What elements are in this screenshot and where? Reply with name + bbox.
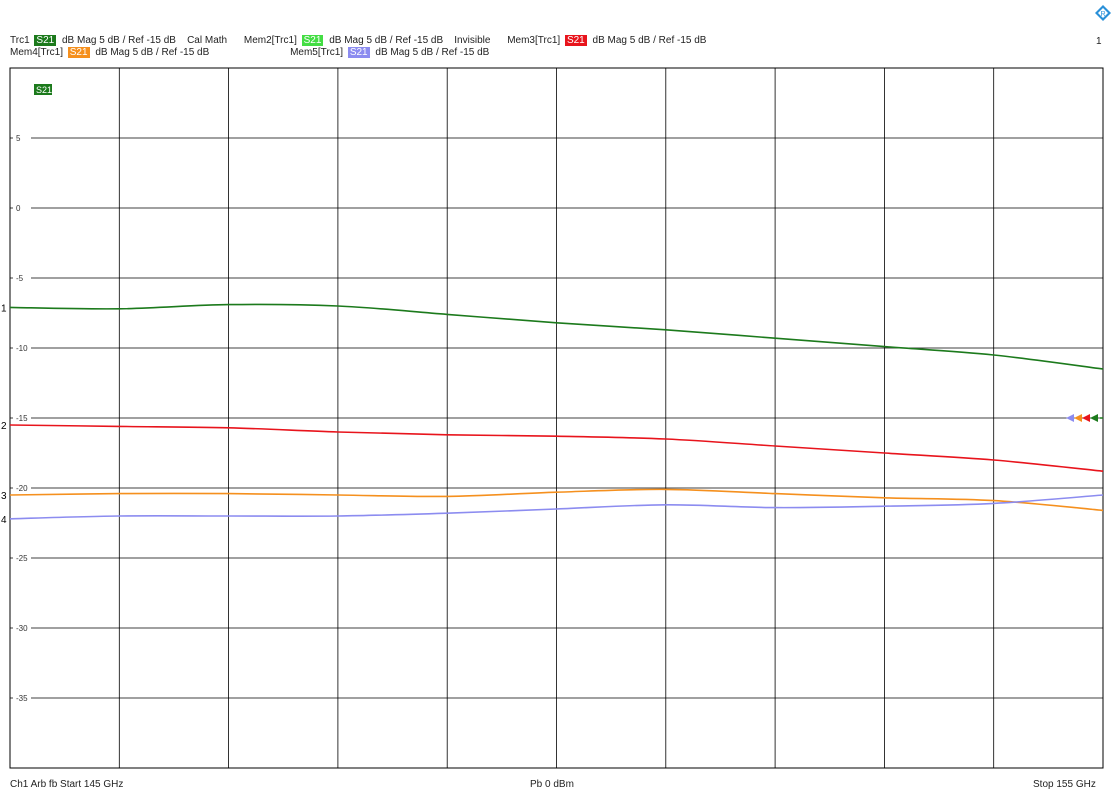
trace-badge: S21 — [564, 35, 587, 46]
trace-format: dB Mag 5 dB / Ref -15 dB — [592, 35, 707, 46]
reference-level-arrow — [1082, 414, 1090, 422]
trace-name: Trc1 — [10, 35, 30, 46]
trace-legend-row-1: Trc1 S21 dB Mag 5 dB / Ref -15 dB Cal Ma… — [10, 35, 720, 47]
y-tick-label: -20 — [16, 484, 28, 493]
trace-extra: Cal Math — [187, 35, 228, 46]
tick-label-background — [13, 553, 31, 563]
tick-label-background — [13, 343, 31, 353]
trace-info-mem3[interactable]: Mem3[Trc1] S21 dB Mag 5 dB / Ref -15 dB — [507, 35, 706, 47]
y-tick-label: -25 — [16, 554, 28, 563]
series-line-1 — [9, 303, 1104, 370]
trace-name: Mem5[Trc1] — [290, 47, 344, 58]
tick-label-background — [13, 133, 31, 143]
tick-label-background — [13, 203, 31, 213]
tick-label-background — [13, 623, 31, 633]
trace-info-mem2[interactable]: Mem2[Trc1] S21 dB Mag 5 dB / Ref -15 dB … — [243, 35, 491, 47]
trace-badge: S21 — [301, 35, 324, 46]
trace-marker-label: 3 — [1, 491, 7, 502]
series-line-2 — [9, 424, 1104, 472]
trace-name: Mem2[Trc1] — [243, 35, 297, 46]
trace-badge: S21 — [67, 47, 90, 58]
y-tick-label: -30 — [16, 624, 28, 633]
rohde-schwarz-logo-icon: R — [1095, 5, 1111, 21]
series-line-3 — [9, 488, 1104, 512]
footer-stop: Stop 155 GHz — [1033, 779, 1096, 790]
trace-info-mem4[interactable]: Mem4[Trc1] S21 dB Mag 5 dB / Ref -15 dB — [10, 47, 209, 59]
y-tick-label: -5 — [16, 274, 24, 283]
tick-label-background — [13, 413, 31, 423]
reference-level-arrow — [1066, 414, 1074, 422]
svg-text:R: R — [1100, 11, 1105, 18]
trace-extra: Invisible — [454, 35, 491, 46]
reference-level-arrow — [1090, 414, 1098, 422]
y-tick-label: 0 — [16, 204, 21, 213]
trace-name: Mem4[Trc1] — [10, 47, 63, 58]
trace-marker-label: 4 — [1, 515, 7, 526]
tick-label-background — [13, 483, 31, 493]
y-tick-label: -15 — [16, 414, 28, 423]
trace-badge: S21 — [34, 35, 57, 46]
channel-number: 1 — [1096, 36, 1102, 47]
trace-badge: S21 — [347, 47, 370, 58]
trace-marker-label: 1 — [1, 303, 7, 314]
trace-format: dB Mag 5 dB / Ref -15 dB — [95, 47, 210, 58]
y-tick-label: -35 — [16, 694, 28, 703]
reference-level-arrow — [1074, 414, 1082, 422]
plot-trace-badge — [34, 84, 52, 95]
trace-marker-label: 2 — [1, 421, 7, 432]
plot-trace-badge-label: S21 — [36, 85, 52, 95]
trace-name: Mem3[Trc1] — [507, 35, 561, 46]
trace-format: dB Mag 5 dB / Ref -15 dB — [329, 35, 444, 46]
footer-power: Pb 0 dBm — [530, 779, 574, 790]
trace-info-trc1[interactable]: Trc1 S21 dB Mag 5 dB / Ref -15 dB Cal Ma… — [10, 35, 227, 47]
tick-label-background — [13, 693, 31, 703]
trace-format: dB Mag 5 dB / Ref -15 dB — [62, 35, 176, 46]
footer-start: Ch1 Arb fb Start 145 GHz — [10, 779, 124, 790]
tick-label-background — [13, 273, 31, 283]
trace-format: dB Mag 5 dB / Ref -15 dB — [375, 47, 490, 58]
y-tick-label: -10 — [16, 344, 28, 353]
trace-info-mem5[interactable]: Mem5[Trc1] S21 dB Mag 5 dB / Ref -15 dB — [290, 47, 489, 59]
y-tick-label: 5 — [16, 134, 21, 143]
trace-legend-row-2: Mem4[Trc1] S21 dB Mag 5 dB / Ref -15 dB … — [10, 47, 503, 59]
series-line-4 — [9, 494, 1104, 520]
